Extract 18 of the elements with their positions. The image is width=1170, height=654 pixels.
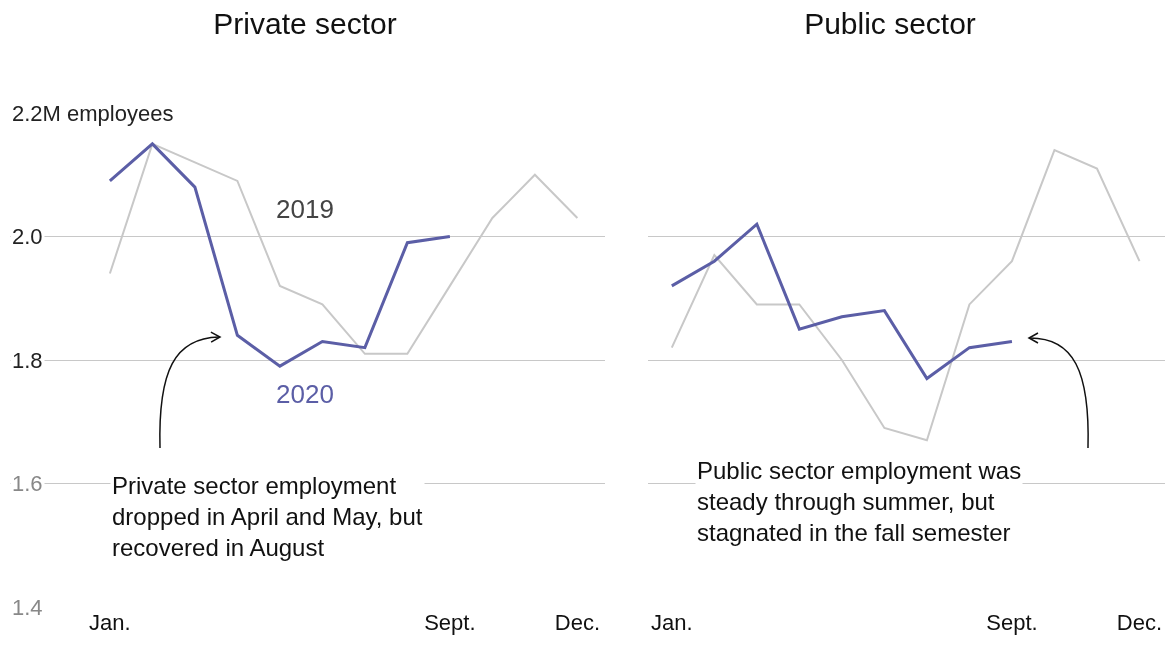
annotation: Private sector employment dropped in April and May, but recovered in August	[112, 472, 423, 562]
line-series	[108, 142, 452, 368]
series-label: 2019	[276, 194, 334, 224]
y-tick-label: 2.0	[12, 224, 43, 249]
annotation: Public sector employment was steady through summer, but stagnated in the fall semester	[697, 457, 1022, 547]
y-tick-label: 2.2M employees	[12, 101, 174, 126]
chart-title: Private sector	[213, 7, 397, 41]
x-tick-label: Sept.	[986, 610, 1038, 635]
x-tick-label: Sept.	[424, 610, 476, 635]
y-tick-label: 1.8	[12, 348, 43, 373]
y-tick-label: 1.6	[12, 471, 43, 496]
x-tick-label: Jan.	[651, 610, 693, 635]
x-tick-label: Jan.	[89, 610, 131, 635]
x-tick-label: Dec.	[1116, 610, 1163, 635]
chart-title: Public sector	[804, 7, 976, 41]
series-label: 2020	[276, 379, 334, 409]
y-tick-label: 1.4	[12, 595, 43, 620]
x-tick-label: Dec.	[554, 610, 601, 635]
